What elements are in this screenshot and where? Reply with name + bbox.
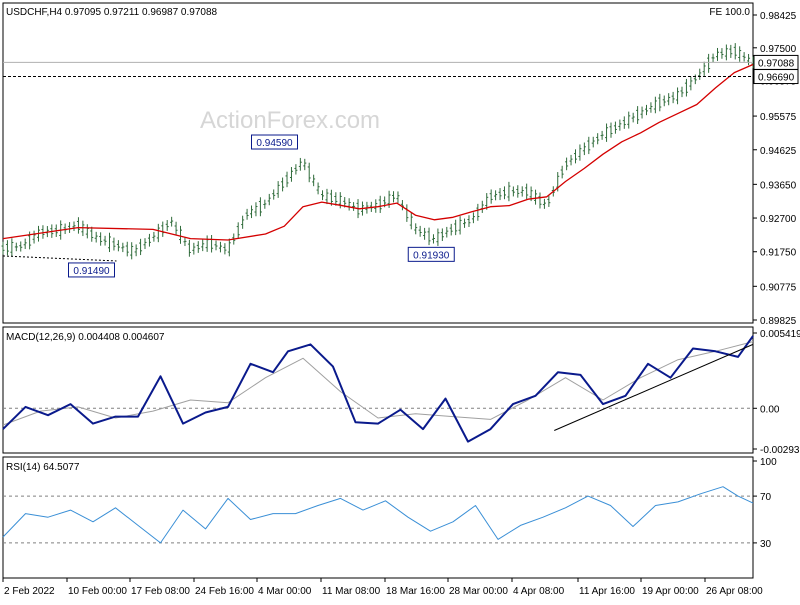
macd-line [2,335,754,443]
rsi-title: RSI(14) 64.5077 [6,462,80,473]
x-tick-label: 4 Apr 08:00 [513,586,565,597]
macd-trendline [554,343,754,431]
rsi-ytick-label: 30 [760,539,772,550]
rsi-line [2,486,754,544]
x-tick-label: 11 Apr 16:00 [579,586,635,597]
macd-ytick-label: -0.00293 [760,445,800,456]
x-tick-label: 26 Apr 08:00 [706,586,763,597]
price-ytick-label: 0.94625 [760,146,797,157]
macd-ytick-label: 0.005419 [760,329,800,340]
x-tick-label: 17 Feb 08:00 [131,586,190,597]
header-indicator: FE 100.0 [709,7,750,18]
annotation-label: 0.91490 [73,266,110,277]
support-dotted-line [2,255,117,262]
rsi-ytick-label: 70 [760,492,772,503]
price-ytick-label: 0.98425 [760,11,797,22]
x-tick-label: 11 Mar 08:00 [322,586,381,597]
fe-level-box [753,69,799,85]
price-ytick-label: 0.89825 [760,316,797,327]
annotation-label: 0.91930 [413,250,450,261]
x-tick-label: 28 Mar 00:00 [449,586,508,597]
annotation-label: 0.94590 [256,138,293,149]
moving-average-line [2,63,754,241]
last-price-label: 0.97088 [758,58,795,69]
price-ytick-label: 0.97500 [760,44,797,55]
macd-ytick-label: 0.00 [760,404,780,415]
annotation-box [251,134,298,150]
macd-title: MACD(12,26,9) 0.004408 0.004607 [6,332,165,343]
x-tick-label: 2 Feb 2022 [4,586,55,597]
panel-frame-1 [2,326,754,454]
macd-signal-line [2,341,754,426]
panel-frame-0 [2,2,754,324]
x-tick-label: 24 Feb 16:00 [195,586,254,597]
panel-frame-2 [2,456,754,579]
watermark-text: ActionForex.com [200,107,380,134]
rsi-ytick-label: 100 [760,457,777,468]
annotation-box [407,246,455,262]
x-tick-label: 19 Apr 00:00 [642,586,699,597]
price-ytick-label: 0.95575 [760,112,797,123]
fe-level-label: 0.96690 [758,73,795,84]
x-tick-label: 4 Mar 00:00 [258,586,312,597]
header-symbol-ohlc: USDCHF,H4 0.97095 0.97211 0.96987 0.9708… [6,7,218,18]
price-ytick-label: 0.90775 [760,282,797,293]
price-ytick-label: 0.91750 [760,248,797,259]
annotation-box [68,262,115,278]
price-ytick-label: 0.92700 [760,214,797,225]
price-ytick-label: 0.93650 [760,180,797,191]
x-tick-label: 18 Mar 16:00 [386,586,445,597]
x-tick-label: 10 Feb 00:00 [68,586,127,597]
